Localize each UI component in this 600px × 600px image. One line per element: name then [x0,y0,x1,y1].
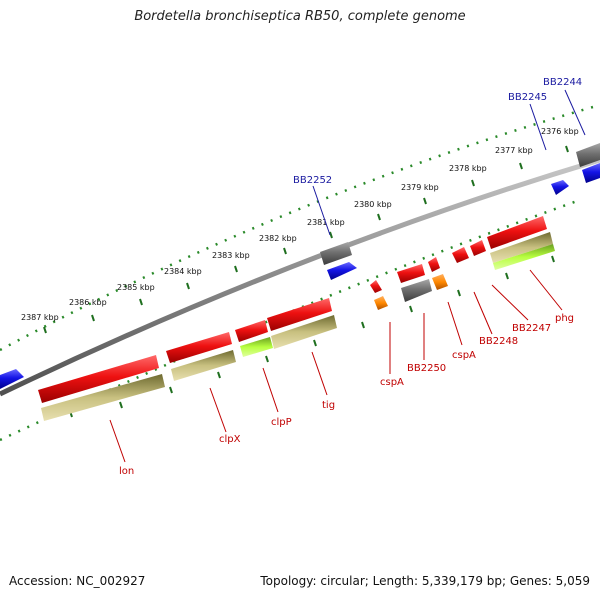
kbp-label: 2379 kbp [401,183,439,192]
gene-label-bb2244[interactable]: BB2244 [543,77,582,88]
scale-ring-outer [0,103,600,352]
gene-label-clpx[interactable]: clpX [219,434,241,445]
gene-phg[interactable] [487,216,547,249]
gene-bb2252-blue[interactable] [327,262,357,280]
gene-clpp[interactable] [235,320,268,342]
leader-lines [109,89,586,463]
kbp-label: 2376 kbp [541,127,579,136]
gene-bb2245-blue[interactable] [551,180,569,195]
feature-cspa-orange [374,296,388,310]
kbp-label: 2378 kbp [449,164,487,173]
feature-bb2250-gray [401,279,432,302]
gene-tig[interactable] [267,298,332,331]
feature-tig-khaki [271,315,337,349]
feature-clpx-khaki [171,350,236,381]
gene-cspa-1[interactable] [370,280,382,293]
kbp-label: 2384 kbp [164,267,202,276]
gene-bb2247[interactable] [470,240,486,256]
gene-label-cspa-1[interactable]: cspA [380,377,404,388]
kbp-label: 2382 kbp [259,234,297,243]
gene-label-lon[interactable]: lon [119,466,134,477]
gene-label-bb2250[interactable]: BB2250 [407,363,446,374]
gene-bb2250[interactable] [397,264,425,283]
gene-label-bb2248[interactable]: BB2248 [479,336,518,347]
kbp-label: 2386 kbp [69,298,107,307]
gene-clpx[interactable] [166,332,232,363]
gene-label-cspa-2[interactable]: cspA [452,350,476,361]
feature-phg-khaki [490,232,553,263]
kbp-label: 2377 kbp [495,146,533,155]
feature-phg-green [493,244,555,270]
gene-left-blue[interactable] [0,369,24,389]
gene-label-bb2252[interactable]: BB2252 [293,175,332,186]
gene-bb2252-gray[interactable] [320,242,352,265]
genome-backbone [0,157,600,397]
gene-label-tig[interactable]: tig [322,400,335,411]
kbp-label: 2385 kbp [117,283,155,292]
gene-label-phg[interactable]: phg [555,313,574,324]
feature-cspa2-orange [432,274,448,290]
gene-lon[interactable] [38,355,159,403]
gene-bb2244-blue[interactable] [582,163,600,183]
feature-clpp-green [240,337,273,357]
topology-text: Topology: circular; Length: 5,339,179 bp… [260,574,590,588]
secondary-track [41,232,555,421]
accession-text: Accession: NC_002927 [9,574,146,588]
forward-track [0,143,600,389]
map-title: Bordetella bronchiseptica RB50, complete… [134,9,466,24]
gene-label-clpp[interactable]: clpP [271,417,292,428]
kbp-label: 2383 kbp [212,251,250,260]
kbp-label: 2380 kbp [354,200,392,209]
gene-label-bb2245[interactable]: BB2245 [508,92,547,103]
kbp-label: 2387 kbp [21,313,59,322]
cds-track [38,216,547,403]
scale-ticks [43,145,569,418]
gene-cspa-2[interactable] [428,257,440,272]
gene-bb2248[interactable] [452,247,469,263]
feature-lon-khaki [41,374,165,421]
kbp-labels: 2376 kbp 2377 kbp 2378 kbp 2379 kbp 2380… [21,127,579,322]
gene-label-bb2247[interactable]: BB2247 [512,323,551,334]
gene-bb2244-box[interactable] [576,143,600,167]
